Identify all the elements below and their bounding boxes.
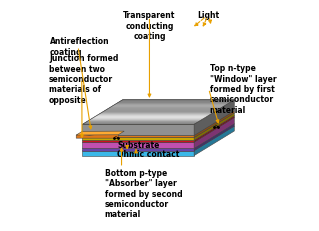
Polygon shape	[83, 138, 194, 141]
Polygon shape	[83, 100, 234, 125]
Polygon shape	[107, 109, 219, 110]
Polygon shape	[194, 111, 234, 138]
Polygon shape	[194, 116, 234, 143]
Polygon shape	[99, 114, 211, 115]
Polygon shape	[120, 101, 233, 102]
Polygon shape	[83, 143, 194, 149]
Polygon shape	[96, 116, 209, 117]
Polygon shape	[76, 131, 124, 135]
Polygon shape	[83, 116, 234, 141]
Polygon shape	[93, 117, 206, 118]
Polygon shape	[121, 100, 234, 101]
Text: Light: Light	[197, 11, 220, 20]
Polygon shape	[113, 105, 226, 106]
Polygon shape	[84, 123, 197, 124]
Polygon shape	[91, 119, 204, 120]
Polygon shape	[112, 106, 225, 107]
Polygon shape	[104, 111, 217, 112]
Polygon shape	[89, 120, 202, 121]
Text: Top n-type
"Window" layer
formed by first
semiconductor
material: Top n-type "Window" layer formed by firs…	[210, 64, 276, 114]
Polygon shape	[83, 124, 196, 125]
Polygon shape	[92, 118, 205, 119]
Text: Transparent
conducting
coating: Transparent conducting coating	[123, 11, 176, 41]
Text: Antireflection
coating: Antireflection coating	[50, 37, 109, 57]
Polygon shape	[194, 124, 234, 151]
Polygon shape	[109, 108, 222, 109]
Polygon shape	[83, 118, 234, 143]
Polygon shape	[111, 107, 224, 108]
Polygon shape	[83, 136, 194, 138]
Polygon shape	[83, 149, 194, 151]
Polygon shape	[194, 100, 234, 136]
Polygon shape	[119, 102, 232, 103]
Polygon shape	[194, 118, 234, 149]
Polygon shape	[85, 122, 198, 123]
Polygon shape	[83, 124, 234, 149]
Polygon shape	[83, 127, 234, 151]
Polygon shape	[97, 115, 210, 116]
Polygon shape	[101, 112, 214, 113]
Polygon shape	[115, 104, 227, 105]
Text: Substrate: Substrate	[117, 140, 160, 149]
Text: Ohmic contact: Ohmic contact	[117, 149, 180, 158]
Polygon shape	[194, 113, 234, 141]
Text: Bottom p-type
"Absorber" layer
formed by second
semiconductor
material: Bottom p-type "Absorber" layer formed by…	[105, 168, 182, 219]
Polygon shape	[83, 125, 194, 136]
Text: Junction formed
between two
semiconductor
materials of
opposite: Junction formed between two semiconducto…	[49, 54, 118, 104]
Polygon shape	[116, 103, 229, 104]
Polygon shape	[83, 151, 194, 156]
Polygon shape	[76, 134, 118, 139]
Polygon shape	[88, 121, 201, 122]
Polygon shape	[194, 127, 234, 156]
Polygon shape	[83, 113, 234, 138]
Polygon shape	[105, 110, 218, 111]
Polygon shape	[100, 113, 213, 114]
Polygon shape	[83, 111, 234, 136]
Polygon shape	[83, 141, 194, 143]
